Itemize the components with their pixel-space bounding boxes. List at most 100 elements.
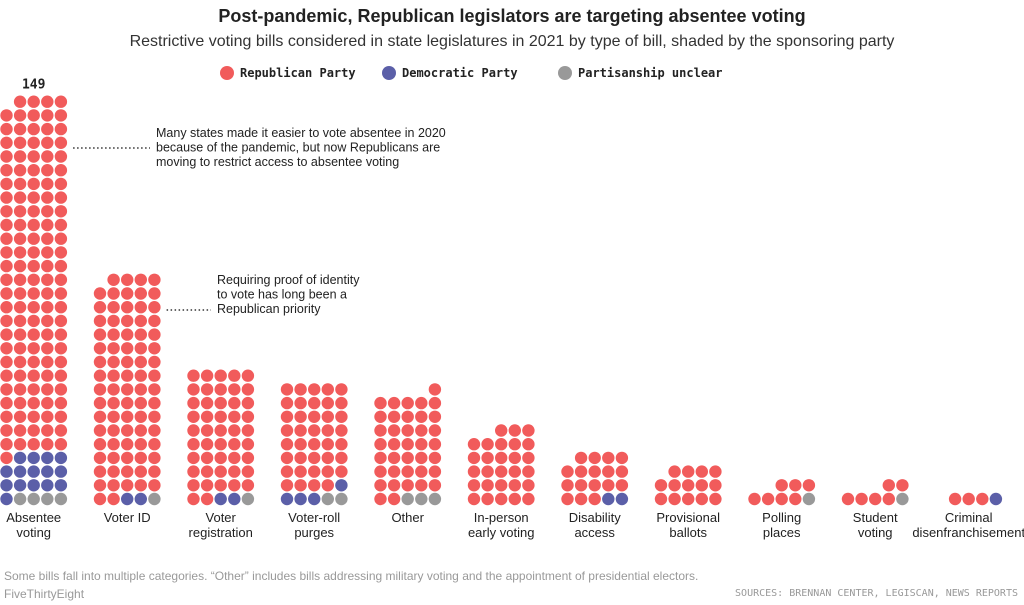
bill-dot-republican-party [200, 492, 214, 506]
bill-dot-republican-party [27, 301, 40, 314]
bill-dot-republican-party [214, 438, 227, 451]
bill-dot-republican-party [415, 410, 428, 423]
bill-dot-republican-party [976, 492, 989, 506]
bill-dot-republican-party [107, 492, 120, 506]
bill-dot-republican-party [107, 479, 120, 492]
category-label: Voter registration [189, 510, 253, 540]
bill-dot-republican-party [121, 424, 134, 437]
bill-dot-republican-party [294, 396, 307, 410]
bill-dot-republican-party [41, 177, 54, 191]
bill-dot-republican-party [107, 383, 120, 396]
bill-dot-republican-party [134, 314, 147, 328]
bill-dot-republican-party [467, 438, 481, 451]
bill-dot-republican-party [27, 177, 40, 191]
legend-item-democratic: Democratic Party [382, 63, 518, 83]
bill-dot-republican-party [134, 410, 147, 423]
bill-dot-republican-party [467, 479, 481, 492]
bill-dot-republican-party [13, 328, 27, 341]
bill-dot-republican-party [27, 109, 40, 122]
bill-dot-republican-party [214, 479, 227, 492]
bill-dot-republican-party [602, 479, 615, 492]
bill-dot-republican-party [13, 410, 27, 423]
bill-dot-partisanship-unclear [428, 492, 442, 506]
bill-dot-republican-party [54, 191, 68, 204]
bill-dot-republican-party [93, 492, 107, 506]
bill-dot-republican-party [54, 410, 68, 423]
bill-dot-republican-party [374, 410, 387, 423]
bill-dot-republican-party [54, 136, 68, 149]
bill-dot-republican-party [387, 410, 401, 423]
bill-dot-republican-party [27, 424, 40, 437]
bill-dot-republican-party [93, 369, 107, 382]
bill-dot-republican-party [508, 492, 521, 506]
bill-dot-republican-party [321, 479, 334, 492]
bill-dot-democratic-party [335, 479, 348, 492]
bill-dot-republican-party [13, 287, 27, 300]
bill-dot-republican-party [121, 465, 134, 478]
bill-dot-republican-party [13, 122, 27, 136]
bill-dot-republican-party [107, 273, 120, 286]
bill-dot-republican-party [0, 314, 13, 328]
bill-dot-republican-party [148, 287, 161, 300]
bill-dot-republican-party [294, 479, 307, 492]
bill-dot-republican-party [41, 246, 54, 259]
bill-dot-republican-party [214, 424, 227, 437]
bill-dot-democratic-party [294, 492, 307, 506]
bill-dot-republican-party [107, 369, 120, 382]
bill-dot-republican-party [682, 465, 695, 478]
bill-dot-republican-party [615, 451, 629, 465]
bill-dot-republican-party [41, 95, 54, 108]
bill-dot-republican-party [882, 492, 895, 506]
bill-dot-republican-party [0, 355, 13, 369]
bill-dot-republican-party [107, 424, 120, 437]
bill-dot-democratic-party [989, 492, 1003, 506]
bill-dot-republican-party [481, 451, 494, 465]
bill-dot-republican-party [228, 410, 241, 423]
bill-dot-democratic-party [0, 479, 13, 492]
bill-dot-republican-party [374, 479, 387, 492]
bill-dot-republican-party [214, 451, 227, 465]
bill-dot-republican-party [148, 301, 161, 314]
bill-dot-republican-party [107, 355, 120, 369]
brand-label: FiveThirtyEight [4, 587, 85, 601]
bill-dot-republican-party [415, 479, 428, 492]
bill-dot-partisanship-unclear [54, 492, 68, 506]
bill-dot-republican-party [107, 438, 120, 451]
bill-dot-republican-party [508, 451, 521, 465]
bill-dot-republican-party [0, 273, 13, 286]
bill-dot-republican-party [415, 424, 428, 437]
bill-dot-republican-party [27, 273, 40, 286]
bill-dot-republican-party [709, 479, 722, 492]
category-label: Provisional ballots [656, 510, 720, 540]
bill-dot-democratic-party [602, 492, 615, 506]
bill-dot-republican-party [93, 479, 107, 492]
bill-dot-republican-party [896, 479, 909, 492]
bill-dot-republican-party [121, 396, 134, 410]
bill-dot-republican-party [13, 177, 27, 191]
bill-dot-republican-party [148, 273, 161, 286]
bill-dot-republican-party [428, 465, 442, 478]
bill-dot-republican-party [27, 232, 40, 245]
bill-dot-republican-party [107, 328, 120, 341]
bill-dot-republican-party [13, 396, 27, 410]
bill-dot-republican-party [13, 136, 27, 149]
bill-dot-republican-party [54, 95, 68, 108]
bill-dot-republican-party [121, 479, 134, 492]
bill-dot-republican-party [54, 369, 68, 382]
bill-dot-republican-party [335, 451, 348, 465]
bill-dot-republican-party [41, 410, 54, 423]
bill-dot-republican-party [481, 438, 494, 451]
bill-dot-democratic-party [54, 451, 68, 465]
bill-dot-republican-party [41, 109, 54, 122]
bill-dot-republican-party [561, 492, 574, 506]
bill-dot-republican-party [495, 438, 508, 451]
bill-dot-republican-party [121, 438, 134, 451]
bill-dot-republican-party [41, 273, 54, 286]
bill-dot-republican-party [54, 177, 68, 191]
bill-dot-republican-party [27, 164, 40, 177]
bill-dot-republican-party [654, 479, 668, 492]
bill-dot-republican-party [93, 301, 107, 314]
bill-dot-republican-party [54, 122, 68, 136]
bill-dot-republican-party [748, 492, 761, 506]
bill-dot-republican-party [241, 369, 255, 382]
